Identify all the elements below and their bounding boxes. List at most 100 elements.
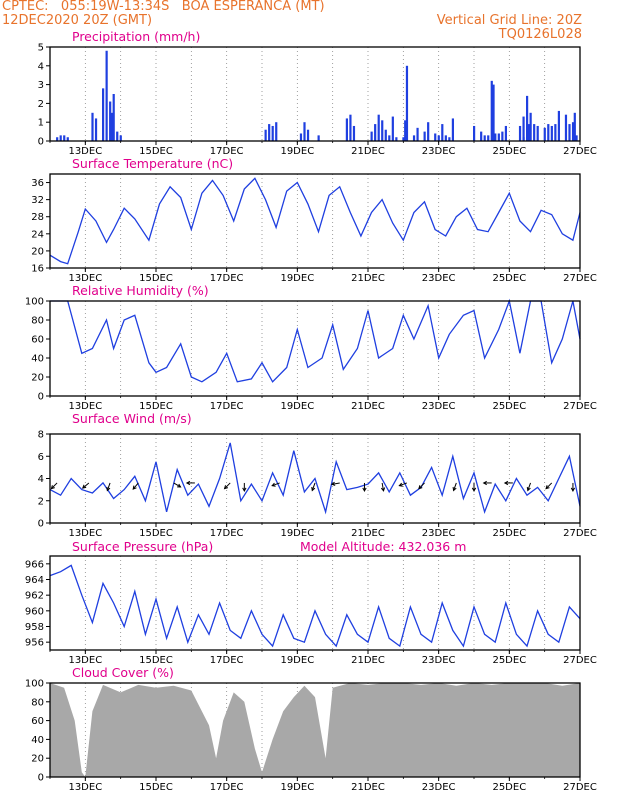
wind-vector-head: [177, 483, 182, 488]
wind-vector-head: [223, 485, 229, 490]
precip-bar: [402, 137, 405, 141]
x-tick-label: 21DEC: [351, 655, 385, 666]
header-gridline: Vertical Grid Line: 20Z: [436, 13, 582, 28]
precip-bar: [109, 101, 112, 141]
header-model-id: TQ0126L028: [498, 27, 582, 42]
y-tick-label: 36: [31, 178, 44, 189]
x-tick-label: 15DEC: [139, 528, 173, 539]
x-tick-label: 15DEC: [139, 655, 173, 666]
header-station: CPTEC: 055:19W-13:34S BOA ESPERANCA (MT): [2, 0, 325, 14]
precip-bar: [518, 125, 522, 141]
x-tick-label: 21DEC: [351, 782, 385, 793]
panel-title: Cloud Cover (%): [72, 665, 174, 680]
panel-frame: [49, 555, 581, 651]
precip-bar: [105, 50, 108, 142]
x-tick-label: 17DEC: [210, 273, 244, 284]
precip-bar: [56, 137, 59, 141]
precip-bar: [416, 127, 419, 141]
precip-bar: [374, 124, 377, 141]
wind-vector-head: [452, 486, 457, 492]
precip-bar: [564, 114, 568, 141]
y-tick-label: 40: [31, 735, 44, 746]
precip-bar: [317, 135, 320, 141]
wind-vector-head: [106, 486, 111, 492]
precip-bar: [63, 135, 66, 141]
precip-bar: [349, 114, 352, 141]
x-tick-label: 27DEC: [563, 782, 597, 793]
precip-bar: [504, 125, 507, 141]
precip-bar: [554, 124, 557, 141]
header-datetime: 12DEC2020 20Z (GMT): [2, 13, 153, 28]
precip-bar: [492, 84, 495, 141]
x-tick-label: 17DEC: [210, 528, 244, 539]
x-tick-label: 21DEC: [351, 146, 385, 157]
x-tick-label: 23DEC: [422, 273, 456, 284]
series-line: [49, 564, 581, 648]
y-tick-label: 60: [31, 335, 44, 346]
precip-bar: [388, 135, 391, 141]
panel-title: Surface Pressure (hPa): [72, 539, 213, 554]
panel-frame: [49, 682, 581, 778]
y-tick-label: 6: [38, 452, 44, 463]
x-tick-label: 19DEC: [280, 782, 314, 793]
precip-bar: [384, 129, 387, 141]
precip-bar: [533, 124, 536, 141]
y-tick-label: 956: [25, 638, 44, 649]
y-tick-label: 966: [25, 559, 44, 570]
x-tick-label: 19DEC: [280, 655, 314, 666]
y-tick-label: 3: [38, 80, 44, 91]
y-tick-label: 0: [38, 773, 44, 784]
precip-bar: [119, 135, 122, 141]
x-tick-label: 21DEC: [351, 528, 385, 539]
precip-bar: [370, 131, 373, 141]
precip-bar: [501, 131, 504, 141]
panel-0: Precipitation (mm/h) 0 1 2 3 4 5 13DEC 15DEC 17DE…: [38, 29, 597, 157]
y-tick-label: 28: [31, 212, 44, 223]
wind-vector-shaft: [331, 482, 340, 485]
x-tick-label: 19DEC: [280, 146, 314, 157]
series-line: [49, 177, 581, 265]
x-tick-label: 25DEC: [492, 273, 526, 284]
precip-bar: [299, 133, 303, 141]
wind-vector-shaft: [381, 482, 385, 491]
x-tick-label: 13DEC: [68, 782, 102, 793]
precip-bar: [91, 112, 94, 141]
precip-bar: [427, 122, 430, 141]
precip-bar: [451, 118, 454, 141]
wind-vector-head: [311, 486, 316, 492]
precip-bar: [543, 127, 546, 141]
y-tick-label: 962: [25, 591, 44, 602]
panel-title: Surface Temperature (nC): [72, 156, 233, 171]
precip-bar: [66, 137, 69, 141]
series-line: [49, 442, 581, 515]
x-tick-label: 15DEC: [139, 401, 173, 412]
y-tick-label: 32: [31, 195, 44, 206]
precip-bar: [490, 80, 493, 141]
precip-bar: [527, 124, 530, 141]
precip-bar: [437, 135, 440, 141]
panel-frame: [49, 433, 581, 524]
wind-vector-shaft: [545, 482, 553, 489]
x-tick-label: 27DEC: [563, 273, 597, 284]
precip-bar: [381, 120, 384, 141]
y-tick-label: 960: [25, 606, 44, 617]
wind-vector-head: [185, 480, 191, 486]
precip-bar: [550, 125, 553, 141]
panel-frame: [49, 173, 581, 269]
y-tick-label: 100: [25, 679, 44, 690]
x-tick-label: 23DEC: [422, 528, 456, 539]
panel-1: Surface Temperature (nC) 16 20 24 28 32 36 13DE…: [31, 156, 597, 284]
precip-bar: [102, 88, 105, 141]
precip-bar: [557, 110, 560, 141]
precip-bar: [110, 112, 114, 141]
wind-vector-head: [132, 485, 137, 490]
wind-vector-shaft: [399, 482, 408, 487]
x-tick-label: 27DEC: [563, 655, 597, 666]
wind-vector-head: [242, 487, 247, 492]
precip-bar: [547, 124, 550, 141]
y-tick-label: 4: [38, 61, 44, 72]
model-altitude-label: Model Altitude: 432.036 m: [300, 539, 466, 554]
precip-bar: [94, 118, 98, 141]
precip-bar: [571, 122, 575, 141]
x-tick-label: 25DEC: [492, 146, 526, 157]
